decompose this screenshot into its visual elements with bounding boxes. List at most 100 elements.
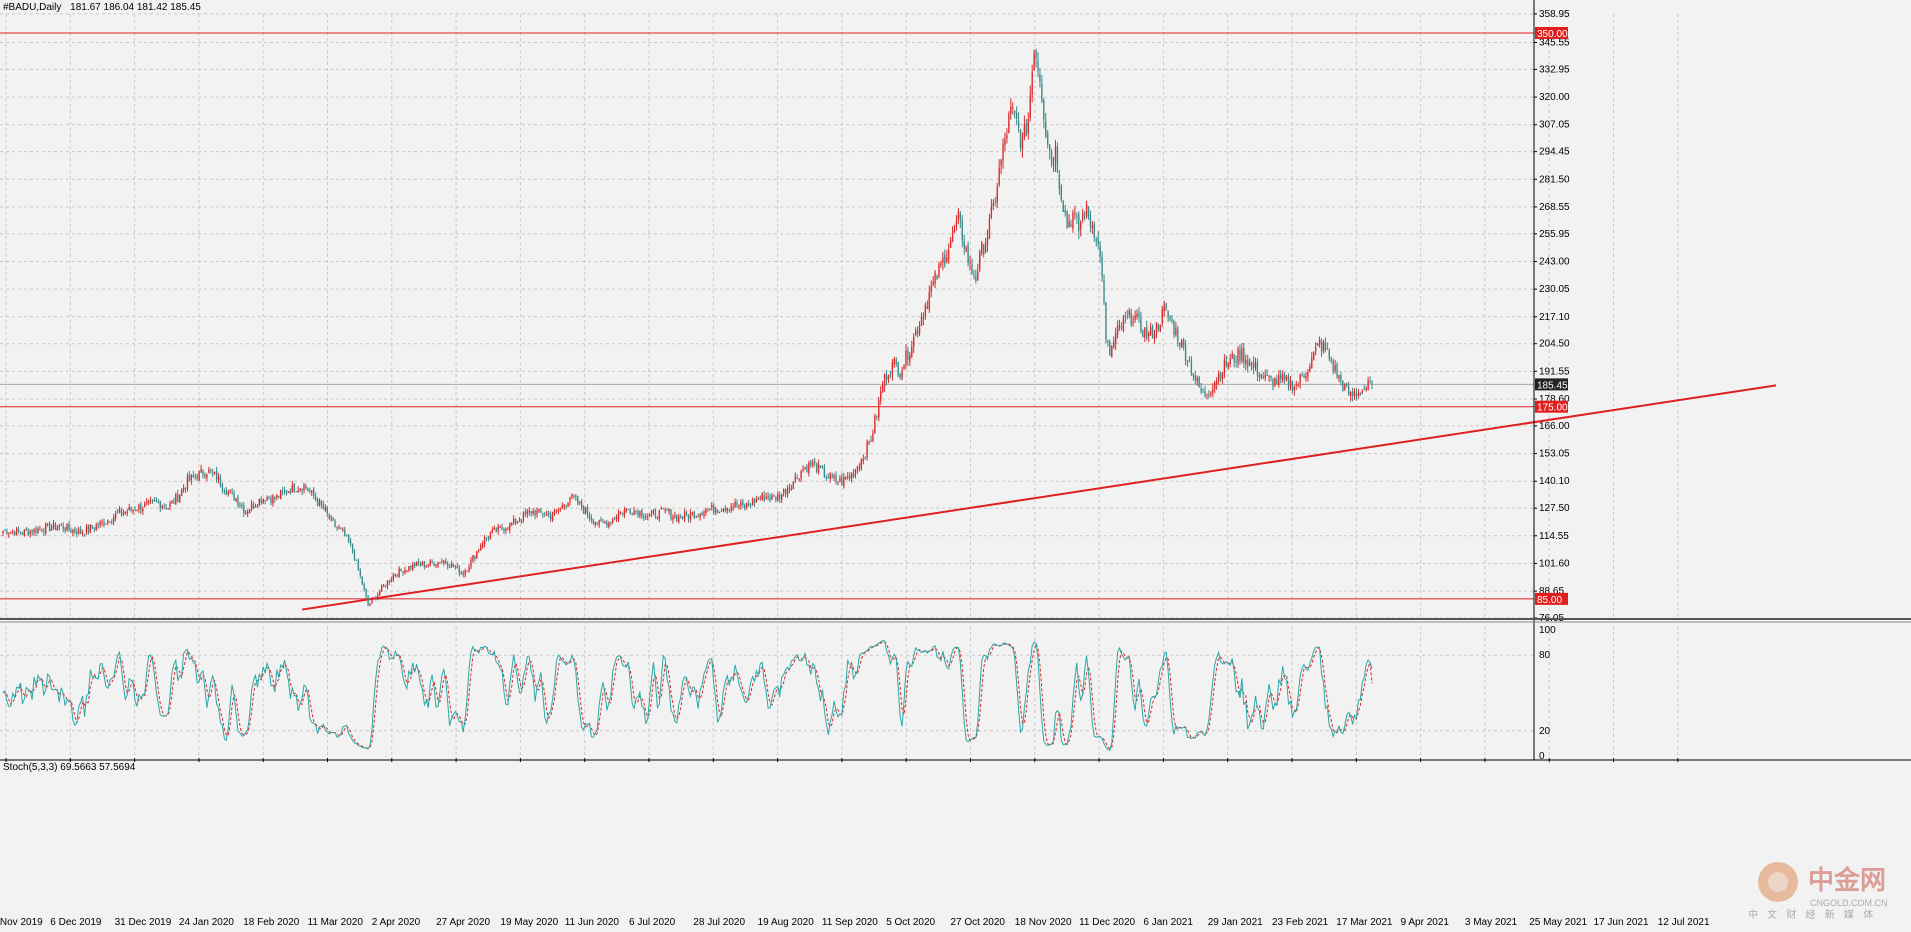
candle-body — [1149, 327, 1152, 335]
candle-body — [213, 471, 216, 473]
candle-body — [180, 489, 183, 496]
candle-body — [1355, 394, 1358, 397]
candle-body — [1161, 309, 1163, 324]
candle-body — [981, 242, 983, 254]
candle — [1266, 369, 1268, 376]
candle-body — [1085, 204, 1088, 218]
candle-body — [938, 263, 940, 277]
candle-body — [169, 503, 171, 508]
candle-body — [291, 484, 294, 493]
candle-body — [13, 531, 16, 536]
candle-body — [812, 462, 814, 466]
candle — [947, 243, 950, 264]
candle — [301, 488, 303, 496]
candle-body — [1243, 347, 1245, 363]
candle-body — [804, 467, 806, 470]
x-tick-label: 6 Dec 2019 — [50, 917, 102, 928]
candle — [1002, 138, 1004, 169]
candle-body — [546, 514, 548, 516]
candle-body — [1235, 361, 1237, 363]
candle — [1192, 373, 1195, 381]
candle-body — [239, 504, 241, 506]
candle-body — [52, 523, 55, 528]
candle-body — [986, 237, 989, 245]
candle — [1000, 158, 1002, 175]
candle-body — [19, 532, 22, 534]
candle-body — [1173, 320, 1175, 335]
candle-body — [417, 561, 420, 564]
candle-body — [880, 391, 882, 401]
candle-body — [771, 495, 773, 500]
candle — [1144, 327, 1146, 343]
candle — [582, 505, 585, 514]
candle-body — [530, 511, 532, 514]
candle — [365, 588, 367, 600]
candle — [326, 505, 328, 518]
candle — [635, 509, 637, 515]
candle-body — [1122, 317, 1125, 331]
candle — [726, 507, 728, 514]
candle — [1130, 308, 1132, 328]
watermark-sub: 中 文 财 经 新 媒 体 — [1748, 908, 1876, 921]
candle — [674, 511, 676, 519]
candle-body — [792, 481, 795, 490]
candle — [1039, 67, 1041, 88]
candle — [229, 489, 231, 494]
candle-body — [1293, 386, 1296, 390]
candle-body — [68, 524, 70, 530]
x-tick-label: 19 May 2020 — [500, 917, 558, 928]
candle — [373, 596, 375, 600]
candle-body — [847, 476, 849, 479]
candle — [1357, 389, 1360, 399]
y-tick-label: 358.95 — [1539, 9, 1570, 20]
x-tick-label: 27 Apr 2020 — [436, 917, 490, 928]
candle — [483, 534, 486, 548]
candle — [918, 321, 921, 337]
candle-body — [219, 477, 222, 486]
candle — [105, 523, 107, 525]
candle-body — [633, 510, 635, 515]
candle-body — [1188, 360, 1191, 362]
candle-body — [973, 274, 975, 276]
candle — [557, 507, 560, 515]
candle — [237, 494, 239, 509]
candle-body — [1196, 377, 1198, 382]
candle-body — [623, 510, 626, 516]
candle-body — [1116, 325, 1119, 335]
candle — [1091, 221, 1094, 234]
candle — [800, 469, 802, 483]
candle — [268, 495, 270, 500]
candle-body — [1107, 340, 1109, 343]
candle — [122, 509, 125, 517]
candle — [660, 506, 662, 510]
candle — [1214, 380, 1216, 394]
candle — [588, 511, 591, 522]
candle-body — [831, 474, 833, 478]
candle — [1025, 119, 1028, 137]
candle — [938, 262, 940, 279]
candle-body — [380, 585, 383, 592]
candle — [1114, 327, 1117, 350]
candle — [788, 483, 791, 494]
candle-body — [897, 362, 899, 376]
candle-body — [462, 572, 464, 576]
candle — [1208, 389, 1210, 399]
candle — [410, 565, 412, 571]
candle-body — [1313, 352, 1315, 360]
candle-body — [870, 440, 872, 442]
symbol-label: #BADU,Daily — [3, 2, 61, 13]
candle-body — [780, 493, 783, 500]
candle-body — [1171, 320, 1173, 322]
candle — [573, 494, 575, 499]
candle — [973, 269, 975, 280]
candle-body — [1159, 325, 1162, 332]
candle-body — [1371, 382, 1373, 385]
candle-body — [662, 508, 664, 510]
candle-body — [1206, 394, 1208, 396]
candle — [685, 510, 688, 517]
candle — [714, 506, 717, 516]
candle — [423, 561, 426, 570]
candle — [953, 225, 956, 233]
candle — [388, 579, 391, 585]
